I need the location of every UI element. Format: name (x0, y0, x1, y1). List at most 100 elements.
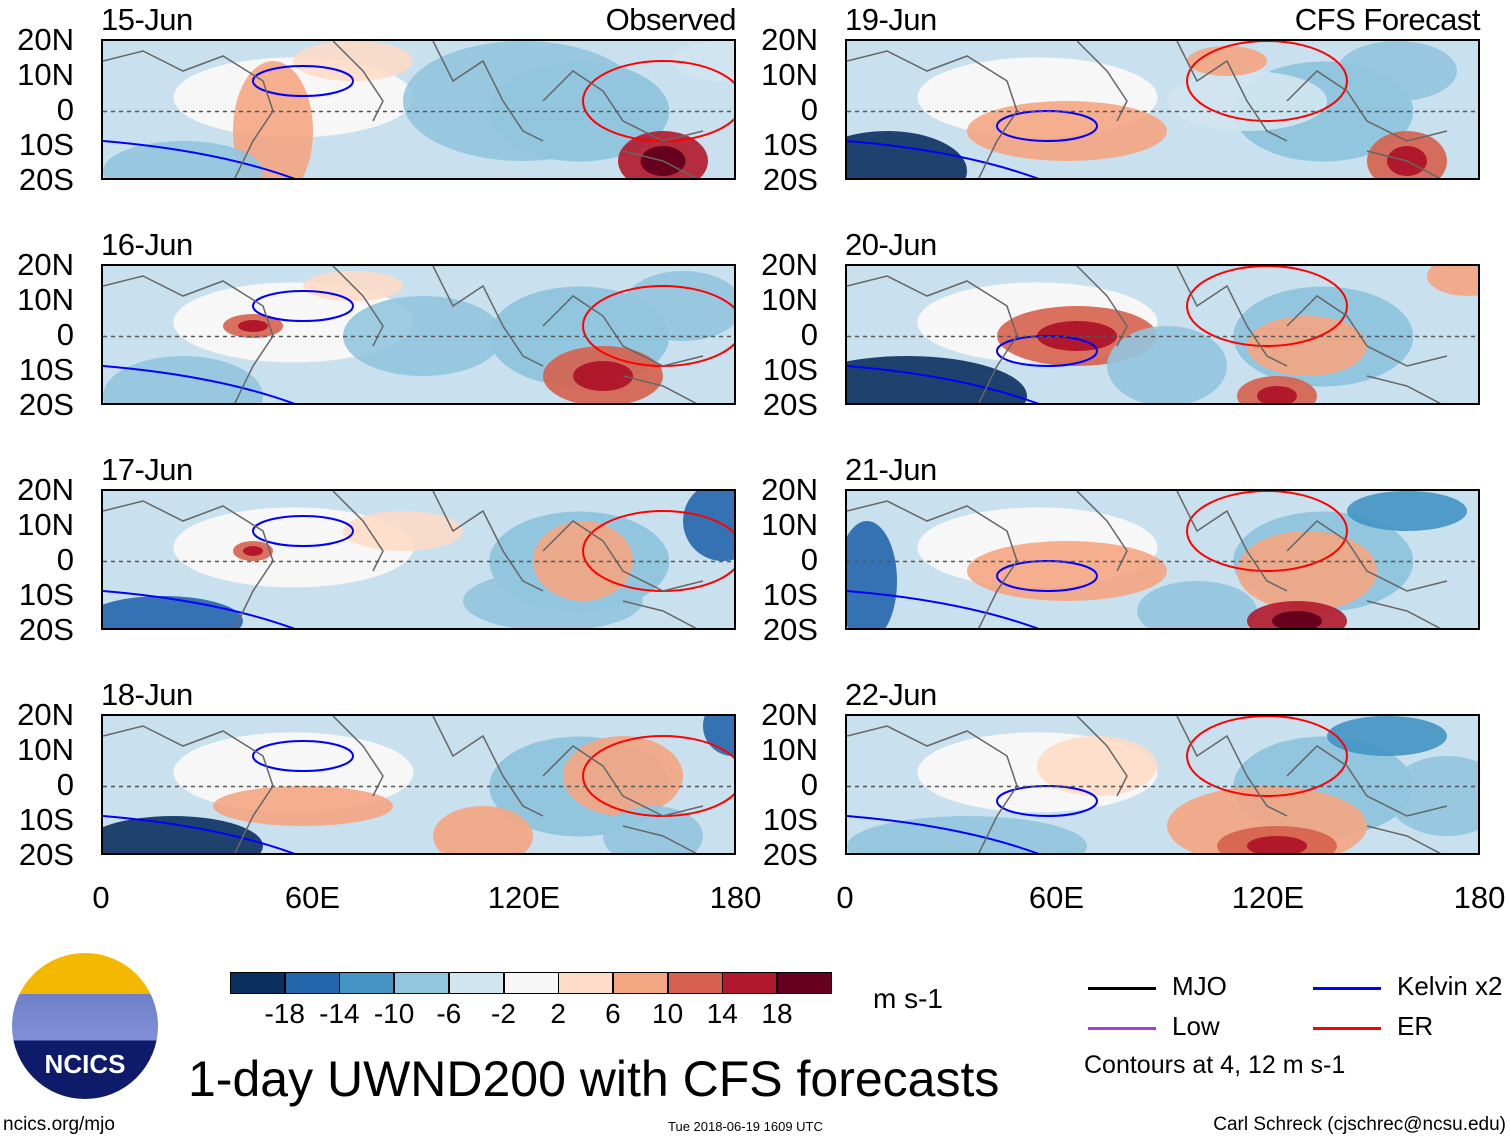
colorbar-swatch (558, 972, 614, 994)
kelvin-contour (847, 815, 1040, 853)
colorbar-swatch (394, 972, 450, 994)
lat-label: 10S (762, 352, 818, 387)
lon-label: 60E (1028, 880, 1085, 915)
legend-label: Low (1172, 1011, 1220, 1041)
colorbar-swatch (612, 972, 668, 994)
lat-label: 0 (56, 317, 74, 352)
legend-line (1088, 987, 1156, 990)
wind-anomaly-shading (1337, 41, 1457, 101)
colorbar-label: -18 (264, 998, 305, 1029)
wind-anomaly-shading (1347, 491, 1467, 531)
legend-label: ER (1397, 1011, 1434, 1041)
colorbar-label: -2 (491, 998, 516, 1029)
wind-anomaly-shading (103, 596, 243, 628)
lat-label: 10S (18, 802, 74, 837)
wind-anomaly-shading (623, 271, 734, 341)
colorbar-swatch (284, 972, 340, 994)
panel-date: 16-Jun (101, 227, 193, 262)
colorbar-units: m s-1 (873, 983, 943, 1014)
wind-anomaly-shading (847, 816, 1087, 853)
map-panel (845, 264, 1480, 405)
wind-anomaly-shading (433, 806, 533, 853)
lat-label: 20N (17, 22, 74, 57)
wind-anomaly-shading (1237, 531, 1377, 611)
kelvin-contour (252, 515, 354, 547)
colorbar-swatch (777, 972, 832, 994)
wind-anomaly-shading (403, 41, 643, 161)
lat-label: 10S (18, 577, 74, 612)
kelvin-contour (252, 740, 354, 772)
lat-label: 10N (17, 507, 74, 542)
lat-label: 0 (800, 767, 818, 802)
lon-label: 180 (709, 880, 762, 915)
lat-label: 0 (56, 767, 74, 802)
colorbar-swatch (722, 972, 778, 994)
wind-anomaly-shading (703, 716, 734, 756)
wind-anomaly-shading (563, 736, 683, 816)
colorbar-swatch (667, 972, 723, 994)
lat-label: 0 (800, 317, 818, 352)
lat-label: 10N (761, 507, 818, 542)
wind-anomaly-shading (1137, 581, 1257, 628)
wind-anomaly-shading (1107, 326, 1227, 403)
colorbar-label: 6 (605, 998, 621, 1029)
wind-anomaly-shading (967, 541, 1167, 601)
lat-label: 20S (18, 837, 74, 872)
kelvin-contour (847, 140, 1040, 178)
lat-label: 20S (18, 612, 74, 647)
lat-label: 10S (18, 127, 74, 162)
panel-date: 17-Jun (101, 452, 193, 487)
map-panel (101, 489, 736, 630)
lat-label: 20S (762, 612, 818, 647)
map-panel (101, 39, 736, 180)
panel-date: 22-Jun (845, 677, 937, 712)
kelvin-contour (252, 65, 354, 97)
kelvin-contour (252, 290, 354, 322)
lat-label: 20N (17, 697, 74, 732)
wind-anomaly-shading (1037, 736, 1157, 796)
lat-label: 20S (18, 387, 74, 422)
map-panel (845, 39, 1480, 180)
lat-label: 10S (18, 352, 74, 387)
lat-label: 0 (800, 542, 818, 577)
coastline (847, 266, 1448, 403)
colorbar-label: 10 (652, 998, 684, 1029)
lat-label: 0 (56, 92, 74, 127)
lat-label: 20N (761, 472, 818, 507)
footer-timestamp: Tue 2018-06-19 1609 UTC (668, 1119, 823, 1134)
wind-anomaly-shading (1327, 716, 1447, 756)
panel-tag: CFS Forecast (1294, 2, 1481, 37)
kelvin-contour (103, 140, 296, 178)
kelvin-contour (103, 365, 296, 403)
lon-label: 0 (92, 880, 110, 915)
lat-label: 10N (761, 282, 818, 317)
wind-anomaly-shading (673, 41, 734, 81)
contour-note: Contours at 4, 12 m s-1 (1084, 1051, 1346, 1079)
colorbar-swatch (230, 972, 285, 994)
lat-label: 10N (761, 732, 818, 767)
wind-anomaly-shading (847, 131, 967, 178)
er-contour (1186, 491, 1348, 572)
footer-url[interactable]: ncics.org/mjo (3, 1114, 115, 1135)
panel-date: 21-Jun (845, 452, 937, 487)
colorbar-swatch (339, 972, 395, 994)
lon-label: 120E (487, 880, 561, 915)
ncics-logo: NCICS (12, 953, 158, 1099)
coastline (103, 716, 704, 853)
lat-label: 10S (762, 127, 818, 162)
wind-anomaly-shading (103, 141, 263, 178)
coastline (847, 491, 1448, 628)
lon-label: 60E (284, 880, 341, 915)
map-panel (101, 714, 736, 855)
lat-label: 10S (762, 802, 818, 837)
lat-label: 20S (762, 162, 818, 197)
lat-label: 20S (762, 387, 818, 422)
colorbar-label: 14 (706, 998, 738, 1029)
panel-date: 19-Jun (845, 2, 937, 37)
wind-anomaly-shading (1427, 266, 1478, 296)
lon-label: 120E (1231, 880, 1305, 915)
figure-title: 1-day UWND200 with CFS forecasts (188, 1051, 1000, 1107)
colorbar-label: 2 (550, 998, 566, 1029)
kelvin-contour (847, 365, 1040, 403)
